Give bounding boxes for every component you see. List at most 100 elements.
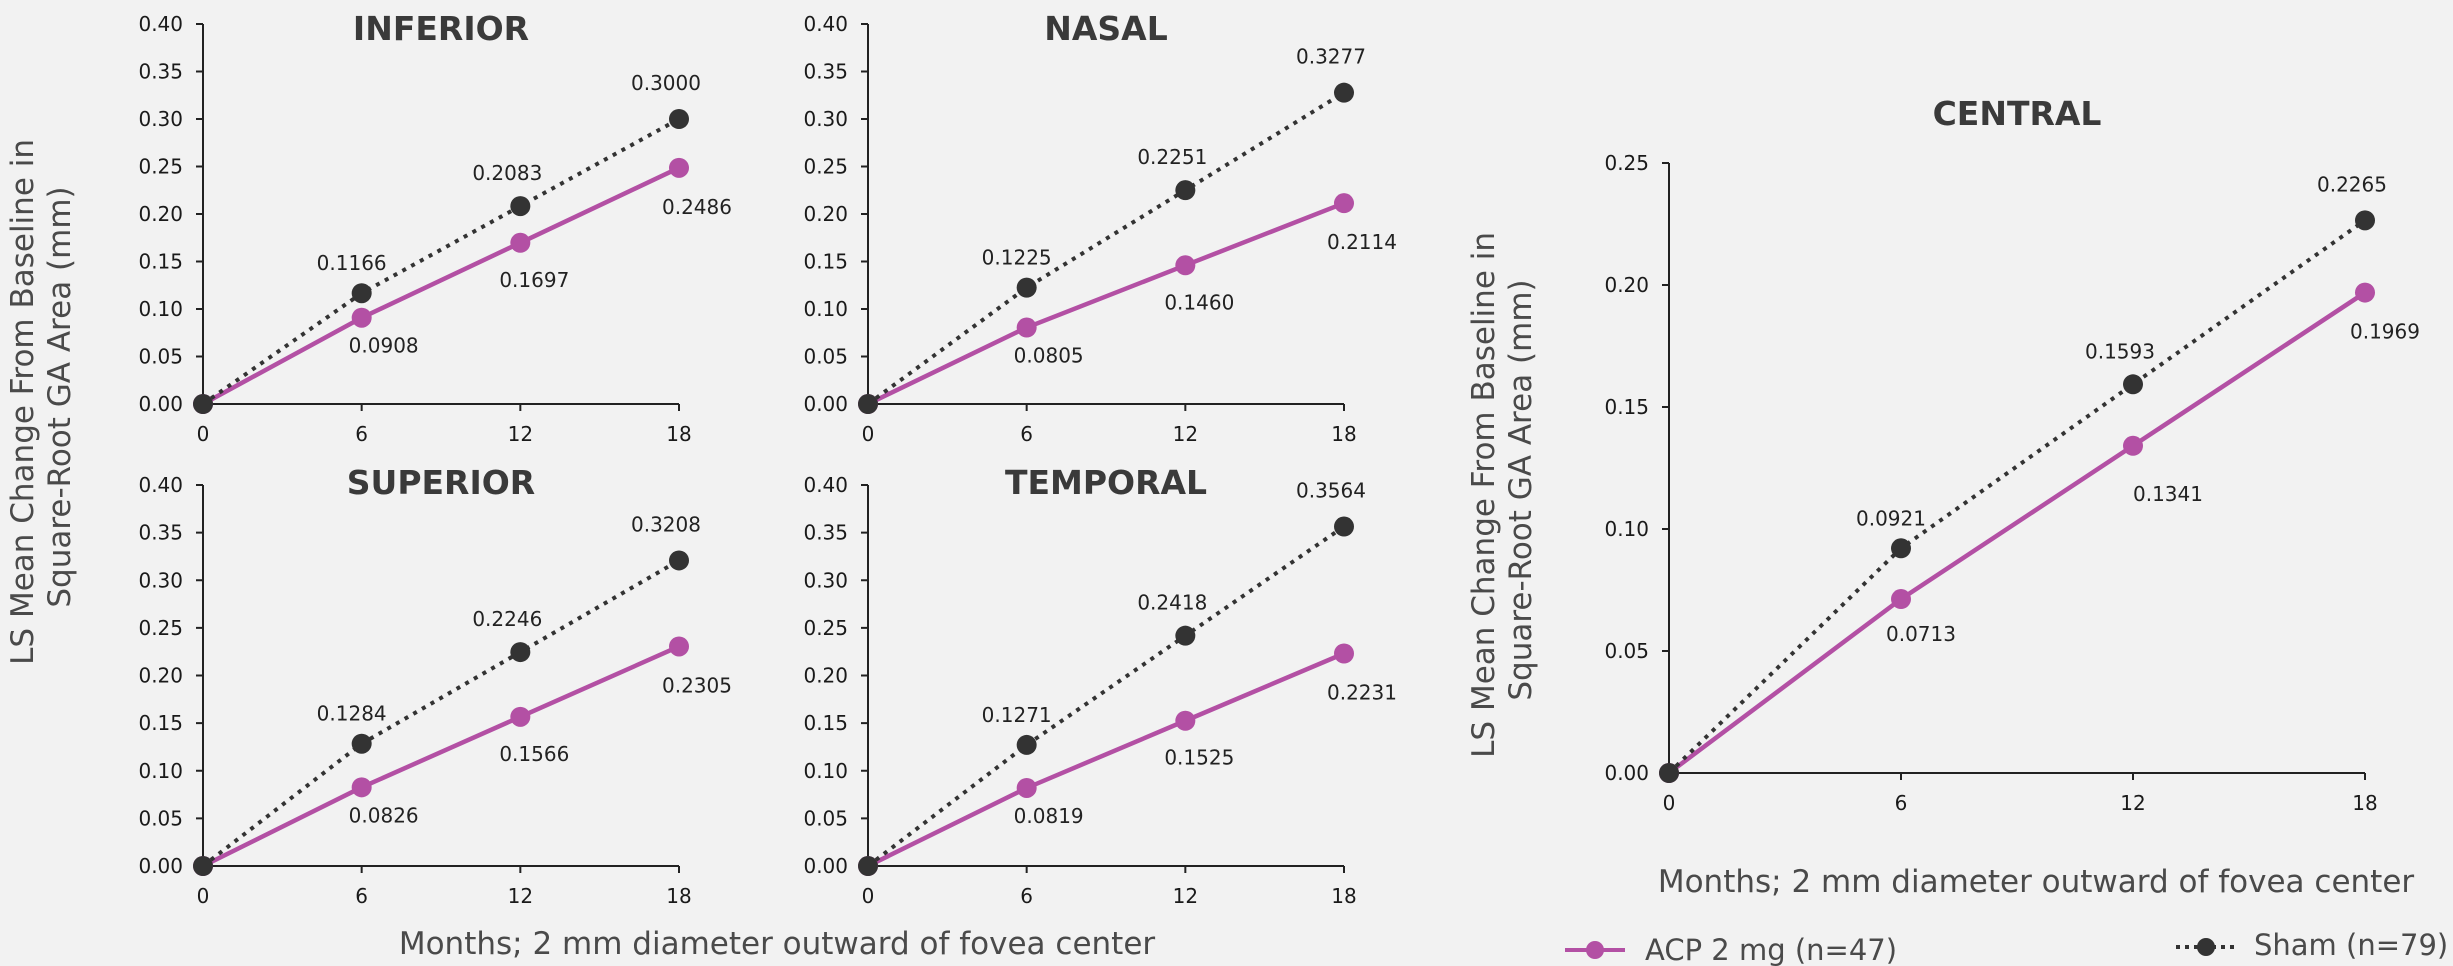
superior-ytick-label: 0.05 [138, 806, 183, 830]
central-sham-data-label: 0.1593 [2085, 339, 2155, 363]
superior-acp-line [202, 644, 680, 869]
superior-ytick-label: 0.15 [138, 711, 183, 735]
temporal-ytick-label: 0.30 [803, 568, 848, 592]
inferior-sham-data-label: 0.2083 [472, 161, 542, 185]
central-sham-data-label: 0.2265 [2317, 172, 2387, 196]
inferior-acp-point [351, 307, 372, 328]
temporal-acp-line [867, 651, 1345, 869]
panel-central: CENTRAL 0.00 0.05 0.10 0.15 0.20 0.25 0 6 12 18 0.0… [1604, 94, 2420, 815]
superior-sham-line [201, 558, 681, 868]
panel-temporal: TEMPORAL 0.00 0.05 0.10 0.15 0.20 0.25 0.30 0.35… [803, 463, 1397, 908]
central-xtick-label: 6 [1895, 791, 1908, 815]
inferior-sham-point [193, 394, 213, 414]
inferior-acp-data-label: 0.0908 [349, 334, 419, 358]
inferior-sham-point [351, 283, 372, 304]
nasal-acp-point [1334, 193, 1354, 214]
y-axis-label-large: LS Mean Change From Baseline in Square-R… [1466, 222, 1539, 758]
central-acp-point [1891, 589, 1911, 610]
panel-nasal: NASAL 0.00 0.05 0.10 0.15 0.20 0.25 0.30 0.35 0.4… [803, 9, 1397, 446]
central-xtick-label: 18 [2352, 791, 2377, 815]
inferior-ytick-label: 0.05 [138, 345, 183, 369]
central-ytick-label: 0.15 [1604, 395, 1649, 419]
nasal-acp-data-label: 0.0805 [1014, 344, 1084, 368]
central-acp-line [1667, 290, 2367, 775]
superior-acp-point [351, 777, 372, 798]
y-axis-label-large-line2: Square-Root GA Area (mm) [1503, 279, 1539, 700]
legend-acp-marker [1586, 941, 1604, 959]
central-acp-data-label: 0.1969 [2350, 320, 2420, 344]
nasal-ytick-label: 0.35 [803, 60, 848, 84]
temporal-sham-data-label: 0.3564 [1296, 479, 1366, 503]
superior-xtick-label: 18 [666, 884, 691, 908]
temporal-acp-point [1175, 710, 1196, 731]
inferior-title: INFERIOR [353, 9, 529, 48]
temporal-ytick-label: 0.15 [803, 711, 848, 735]
temporal-acp-data-label: 0.1525 [1164, 746, 1234, 770]
nasal-ytick-label: 0.40 [803, 12, 848, 36]
inferior-xtick-label: 12 [508, 422, 533, 446]
inferior-xtick-label: 0 [197, 422, 210, 446]
temporal-ytick-label: 0.25 [803, 616, 848, 640]
temporal-sham-point [858, 856, 878, 876]
temporal-ytick-label: 0.05 [803, 806, 848, 830]
superior-title: SUPERIOR [347, 463, 535, 502]
inferior-sham-line [201, 117, 680, 406]
inferior-ytick-label: 0.15 [138, 250, 183, 274]
nasal-sham-data-label: 0.3277 [1296, 45, 1366, 69]
inferior-ytick-label: 0.25 [138, 155, 183, 179]
nasal-xtick-label: 6 [1020, 422, 1033, 446]
temporal-acp-point [1016, 777, 1037, 798]
inferior-ytick-label: 0.40 [138, 12, 183, 36]
superior-sham-data-label: 0.2246 [472, 607, 542, 631]
nasal-sham-data-label: 0.2251 [1137, 145, 1207, 169]
superior-acp-point [669, 636, 689, 657]
central-ytick-label: 0.05 [1604, 639, 1649, 663]
temporal-sham-point [1334, 516, 1354, 537]
superior-ytick-label: 0.00 [138, 854, 183, 878]
inferior-acp-point [669, 157, 689, 178]
superior-sham-point [351, 733, 372, 754]
superior-sham-data-label: 0.1284 [317, 702, 387, 726]
nasal-acp-point [1175, 255, 1196, 276]
inferior-sham-data-label: 0.1166 [317, 251, 387, 275]
central-acp-data-label: 0.0713 [1886, 622, 1956, 646]
superior-acp-point [510, 706, 531, 727]
superior-acp-data-label: 0.1566 [499, 742, 569, 766]
temporal-xtick-label: 18 [1331, 884, 1356, 908]
temporal-sham-data-label: 0.2418 [1137, 591, 1207, 615]
nasal-ytick-label: 0.00 [803, 392, 848, 416]
superior-sham-point [669, 550, 689, 571]
superior-ytick-label: 0.40 [138, 473, 183, 497]
inferior-sham-point [669, 109, 689, 129]
nasal-xtick-label: 0 [862, 422, 875, 446]
temporal-sham-point [1016, 734, 1037, 755]
nasal-ytick-label: 0.20 [803, 202, 848, 226]
panel-superior: SUPERIOR 0.00 0.05 0.10 0.15 0.20 0.25 0.30 0.35… [138, 463, 732, 908]
inferior-acp-data-label: 0.1697 [499, 268, 569, 292]
inferior-acp-line [201, 165, 680, 406]
superior-acp-data-label: 0.2305 [662, 673, 732, 697]
inferior-sham-data-label: 0.3000 [631, 71, 701, 95]
superior-xtick-label: 0 [197, 884, 210, 908]
central-acp-point [2123, 435, 2143, 456]
temporal-ytick-label: 0.35 [803, 521, 848, 545]
y-axis-label-small-line2: Square-Root GA Area (mm) [42, 186, 78, 607]
superior-acp-data-label: 0.0826 [349, 803, 419, 827]
nasal-acp-line [867, 201, 1345, 407]
legend-sham-marker [2197, 938, 2215, 956]
superior-xtick-label: 12 [508, 884, 533, 908]
superior-ytick-label: 0.10 [138, 759, 183, 783]
panel-inferior: INFERIOR 0.00 0.05 0.10 0.15 0.20 0.25 0.30 0.35… [138, 9, 732, 446]
central-sham-data-label: 0.0921 [1856, 506, 1926, 530]
nasal-sham-point [858, 394, 878, 414]
temporal-ytick-label: 0.20 [803, 664, 848, 688]
inferior-ytick-label: 0.10 [138, 297, 183, 321]
central-title: CENTRAL [1933, 94, 2102, 133]
central-xtick-label: 0 [1663, 791, 1676, 815]
nasal-ytick-label: 0.15 [803, 250, 848, 274]
central-sham-point [2123, 374, 2143, 395]
x-axis-label-large: Months; 2 mm diameter outward of fovea c… [1658, 864, 2415, 900]
inferior-ytick-label: 0.30 [138, 107, 183, 131]
x-axis-label-small: Months; 2 mm diameter outward of fovea c… [399, 926, 1156, 962]
